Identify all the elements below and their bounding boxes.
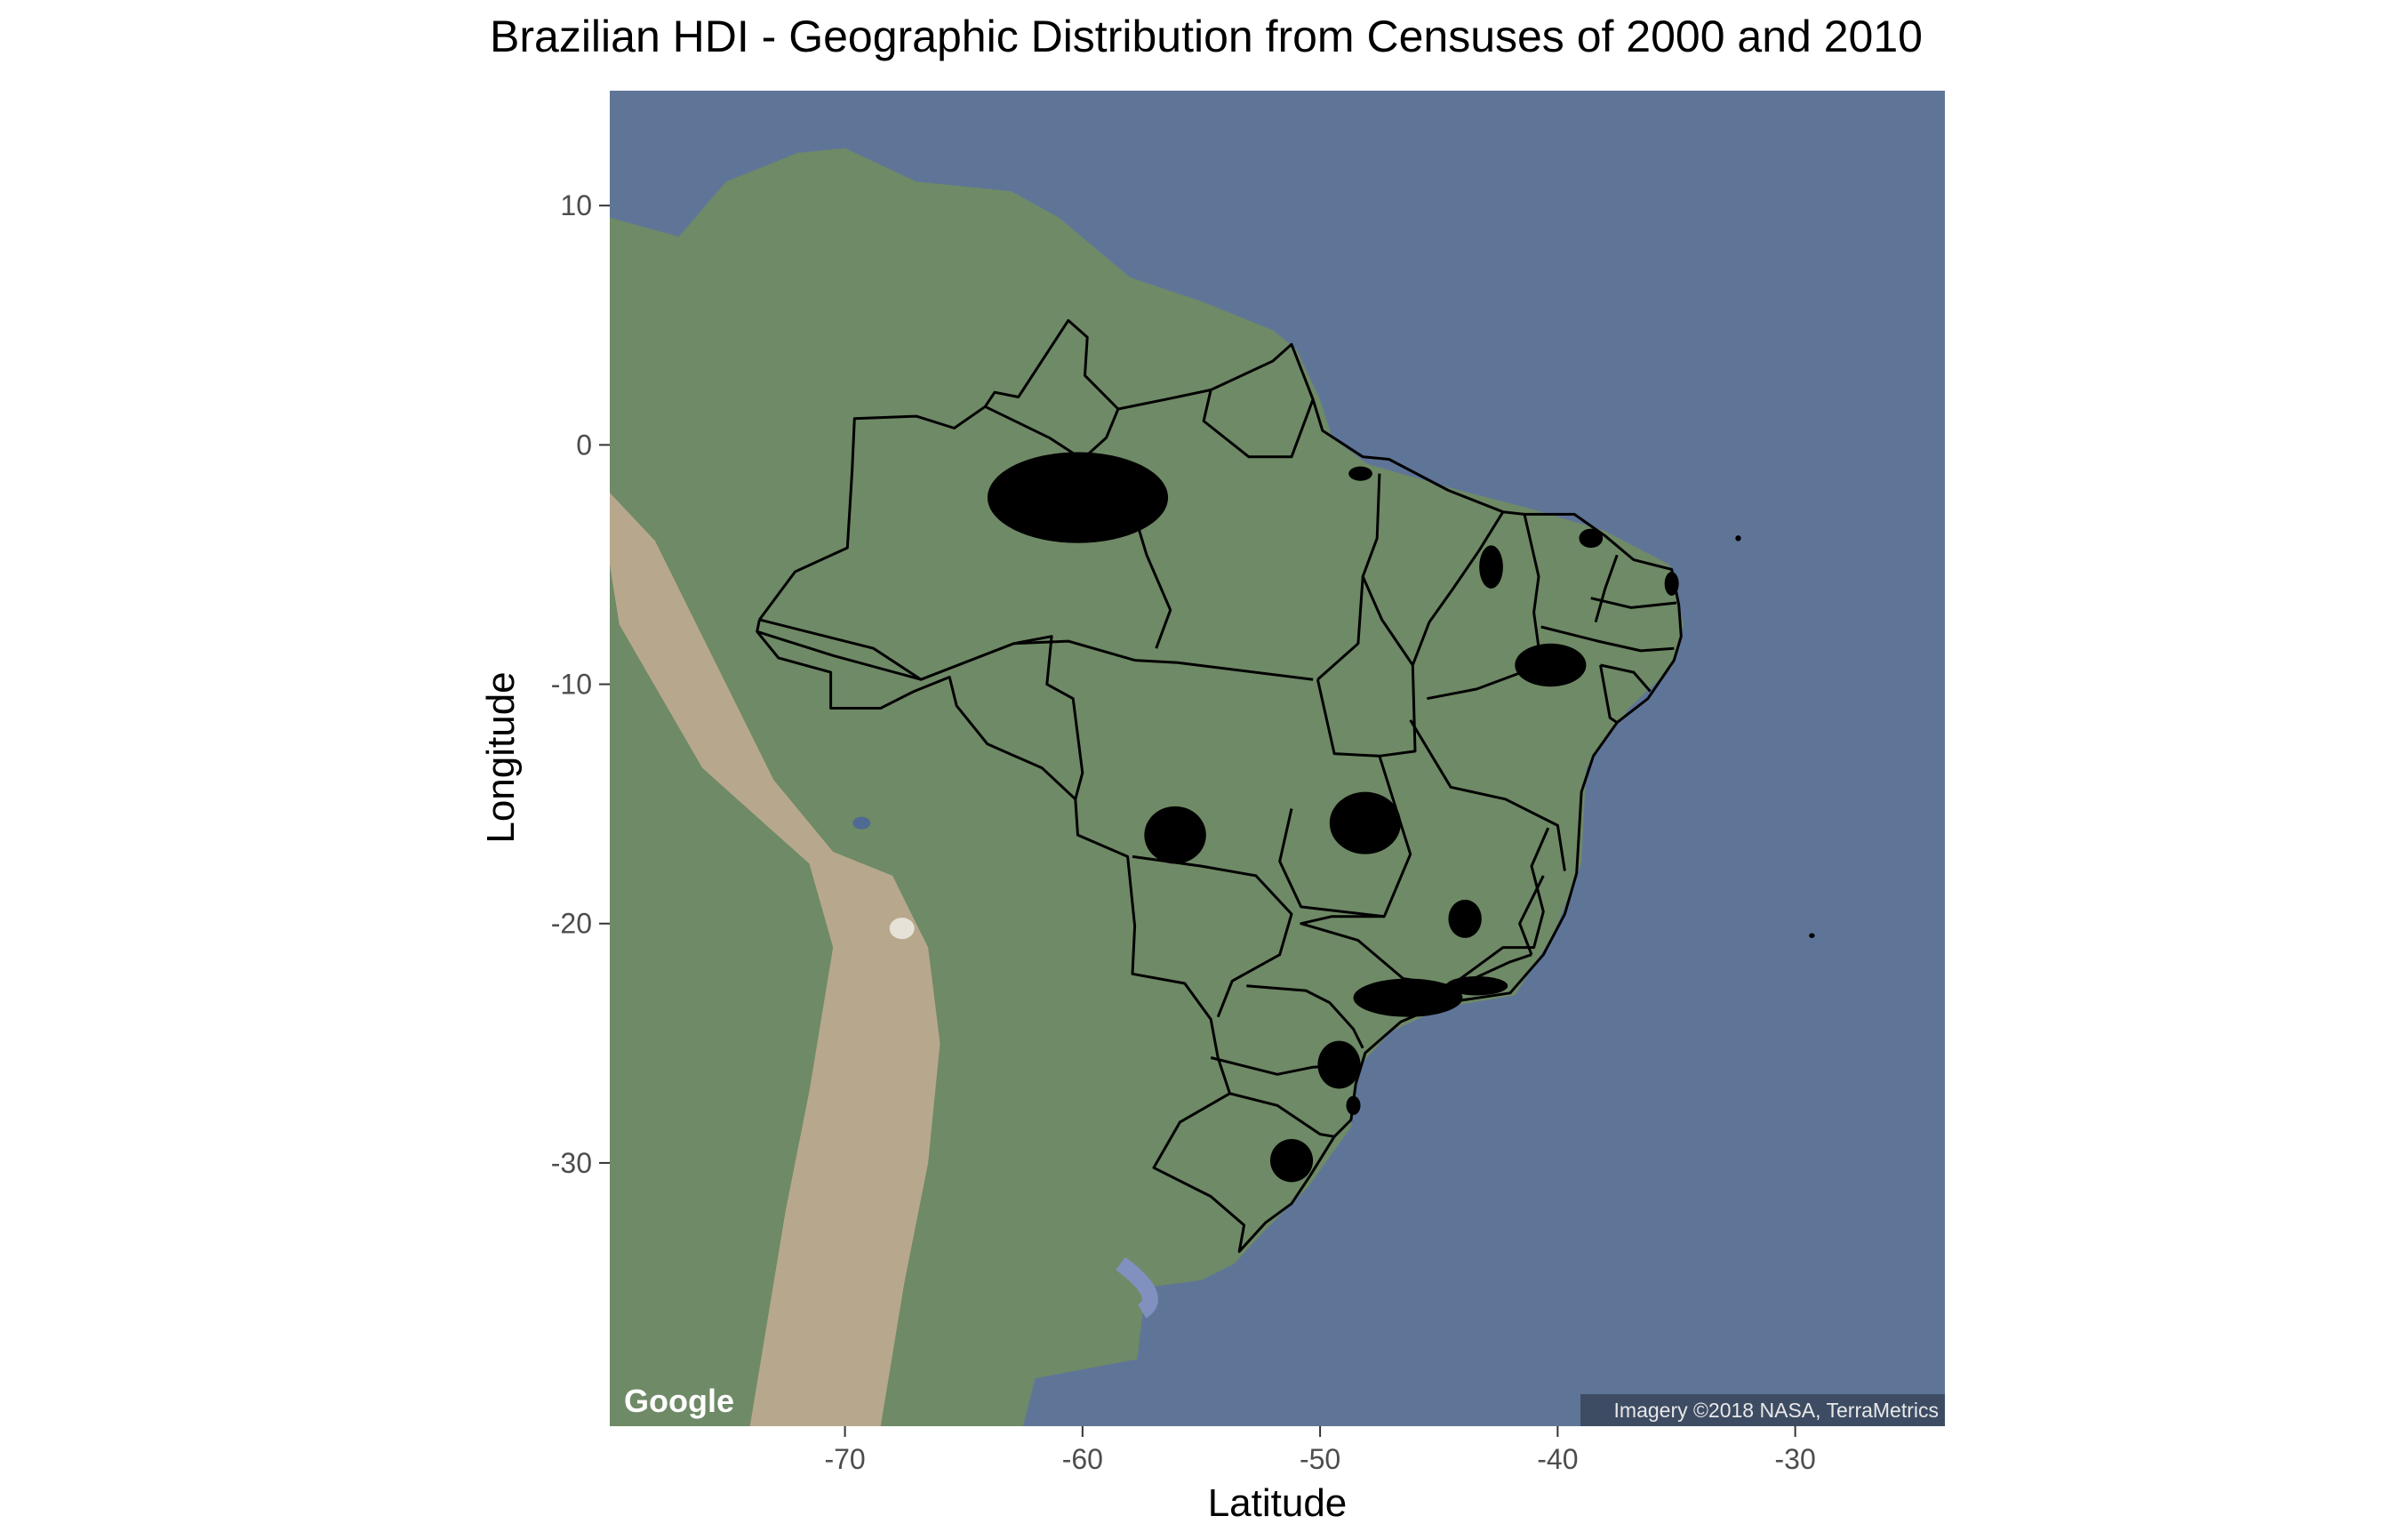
hotspot-curitiba (1317, 1040, 1361, 1089)
hotspot-brasilia (1329, 791, 1401, 854)
x-tick-label: -50 (1300, 1443, 1340, 1475)
attribution-bg (1580, 1394, 1945, 1426)
y-tick-label: 10 (560, 189, 592, 221)
alagoas-border (1600, 663, 1652, 693)
sao-paulo-border (1246, 984, 1364, 1049)
satellite-basemap (610, 148, 1684, 1426)
salt-flat (889, 918, 915, 940)
hdi-hotspots (987, 452, 1815, 1183)
goias-border (1278, 755, 1412, 918)
hotspot-natal (1664, 572, 1679, 596)
x-tick-label: -40 (1537, 1443, 1578, 1475)
hotspot-fernando-de-noronha (1735, 535, 1741, 541)
rondonia-border (1013, 635, 1084, 800)
imagery-attribution: Imagery ©2018 NASA, TerraMetrics (1614, 1399, 1939, 1422)
para-mato-grosso-border (1134, 659, 1314, 681)
chart-title: Brazilian HDI - Geographic Distribution … (490, 12, 1923, 61)
rio-de-la-plata (1116, 1256, 1158, 1319)
y-tick-label: -20 (551, 908, 592, 940)
hotspot-florianopolis (1346, 1095, 1361, 1116)
map-panel[interactable]: Google Imagery ©2018 NASA, TerraMetrics (607, 91, 1945, 1426)
paraiba-border (1590, 597, 1677, 609)
hotspot-manaus (987, 452, 1169, 543)
piaui-ceara-border (1427, 514, 1543, 701)
y-tick-label: -30 (551, 1147, 592, 1179)
hotspot-belo-horizonte (1448, 899, 1482, 938)
hotspot-rio-de-janeiro (1445, 975, 1508, 996)
x-tick-label: -70 (824, 1443, 865, 1475)
espirito-santo-border (1518, 875, 1545, 956)
hotspot-porto-alegre (1269, 1138, 1314, 1183)
y-tick-label: 0 (576, 429, 592, 461)
x-axis: -70 -60 -50 -40 -30 (824, 1426, 1816, 1475)
amapa-border (1202, 389, 1315, 459)
andes-region (610, 493, 940, 1426)
ceara-rn-border (1594, 554, 1619, 623)
hotspot-belem (1348, 466, 1372, 481)
hotspot-cuiaba (1144, 806, 1206, 864)
state-borders (756, 318, 1683, 1253)
pernambuco-border (1540, 625, 1675, 653)
x-tick-label: -30 (1775, 1443, 1816, 1475)
y-tick-label: -10 (551, 669, 592, 701)
hotspot-trindade (1809, 933, 1815, 938)
amazonas-south-border (756, 630, 1136, 681)
sergipe-border (1599, 664, 1619, 724)
maranhao-piaui-border (1411, 510, 1505, 666)
mato-grosso-sul-border (1132, 854, 1293, 1018)
hotspot-sao-paulo (1353, 978, 1463, 1017)
hotspot-teresina (1479, 545, 1503, 589)
y-axis: 10 0 -10 -20 -30 (551, 189, 610, 1179)
brazil-outline (756, 318, 1683, 1253)
acre-border (759, 618, 922, 681)
tocantins-border (1316, 575, 1417, 758)
google-logo: Google (624, 1383, 734, 1419)
bahia-border (1409, 719, 1566, 871)
santa-catarina-border (1229, 1092, 1335, 1138)
x-tick-label: -60 (1062, 1443, 1103, 1475)
x-axis-label: Latitude (1208, 1481, 1348, 1525)
lake-titicaca (852, 816, 871, 830)
y-axis-label: Longitude (479, 671, 523, 843)
hotspot-fortaleza (1579, 528, 1604, 549)
hotspot-petrolina (1515, 643, 1587, 687)
